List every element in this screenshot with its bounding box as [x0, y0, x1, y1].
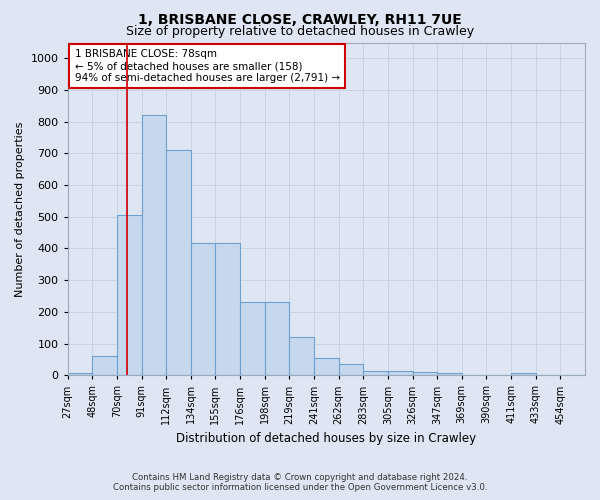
Bar [388, 370, 413, 376]
Bar [289, 337, 314, 376]
Bar [363, 370, 388, 376]
Bar [413, 372, 437, 376]
Bar [117, 215, 142, 376]
Bar [338, 364, 363, 376]
Bar [142, 116, 166, 376]
Text: 1, BRISBANE CLOSE, CRAWLEY, RH11 7UE: 1, BRISBANE CLOSE, CRAWLEY, RH11 7UE [138, 12, 462, 26]
Bar [314, 358, 338, 376]
Text: Size of property relative to detached houses in Crawley: Size of property relative to detached ho… [126, 25, 474, 38]
Bar [437, 372, 462, 376]
Bar [265, 302, 289, 376]
Bar [240, 302, 265, 376]
Y-axis label: Number of detached properties: Number of detached properties [15, 121, 25, 296]
Text: Contains HM Land Registry data © Crown copyright and database right 2024.
Contai: Contains HM Land Registry data © Crown c… [113, 473, 487, 492]
Bar [511, 372, 536, 376]
Bar [92, 356, 117, 376]
Bar [166, 150, 191, 376]
Text: 1 BRISBANE CLOSE: 78sqm
← 5% of detached houses are smaller (158)
94% of semi-de: 1 BRISBANE CLOSE: 78sqm ← 5% of detached… [74, 50, 340, 82]
X-axis label: Distribution of detached houses by size in Crawley: Distribution of detached houses by size … [176, 432, 476, 445]
Bar [215, 243, 240, 376]
Bar [68, 372, 92, 376]
Bar [191, 243, 215, 376]
